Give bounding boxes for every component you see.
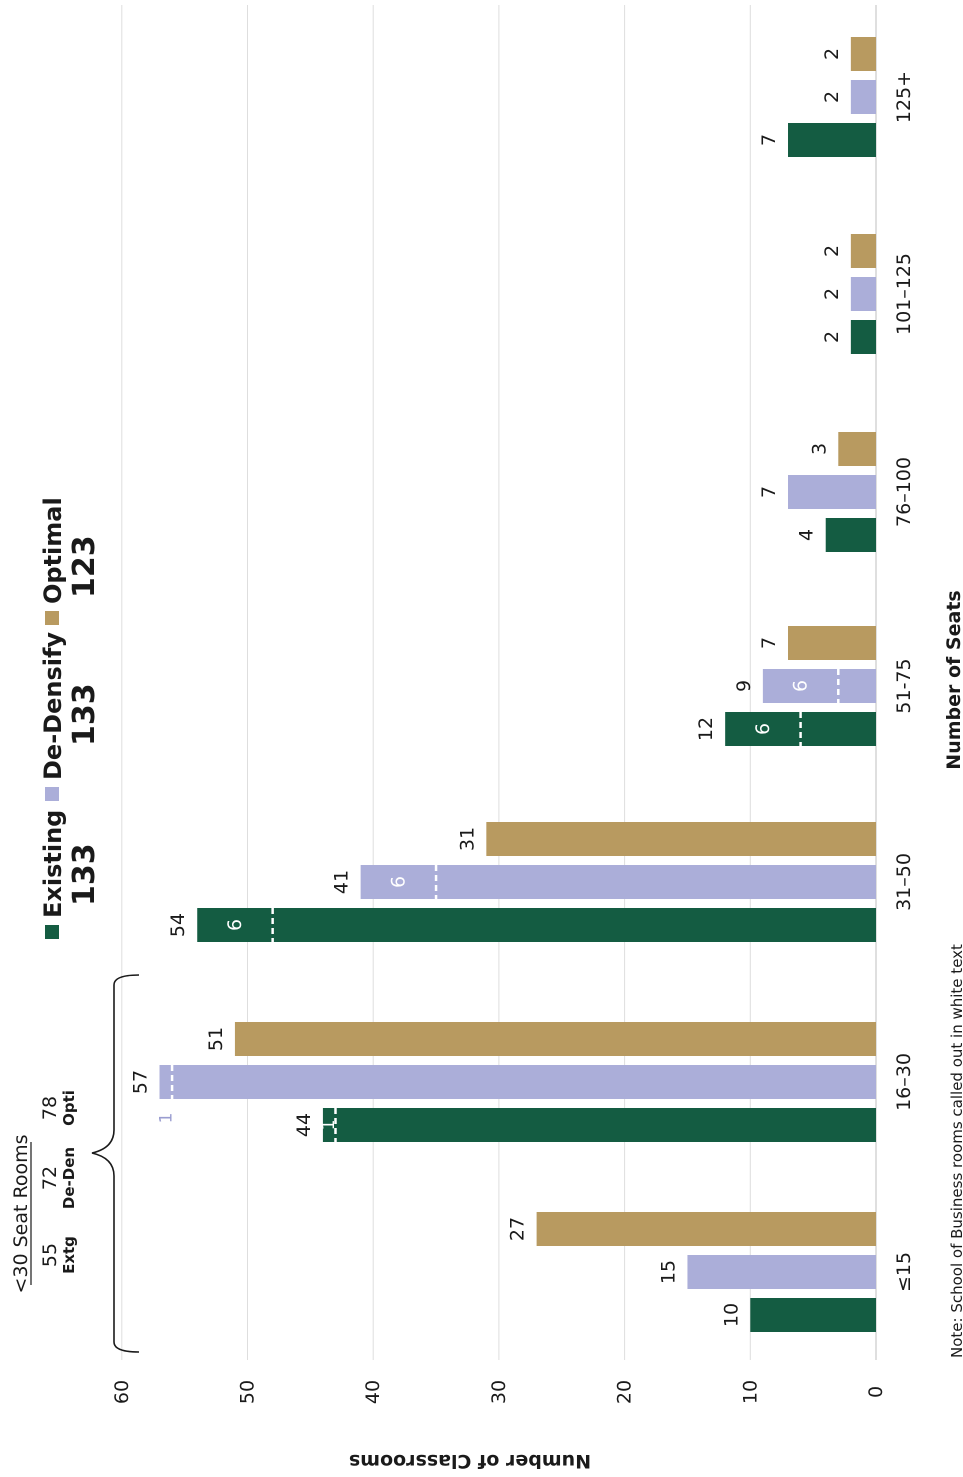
bar-dedensify: [687, 1255, 876, 1289]
note-text: Note: School of Business rooms called ou…: [948, 944, 963, 1358]
x-tick-label: ≤15: [893, 1252, 915, 1292]
bar-optimal: [850, 234, 876, 268]
legend-item-optimal: Optimal 123: [39, 497, 102, 625]
bar-optimal: [536, 1212, 876, 1246]
data-label: 27: [507, 1217, 529, 1241]
data-label: 12: [695, 717, 717, 741]
x-tick-label: 51-75: [893, 658, 915, 713]
legend-total-optimal: 123: [67, 535, 102, 598]
bracket-label-deden: De-Den: [60, 1147, 78, 1209]
x-tick-label: 76–100: [893, 457, 915, 527]
legend-item-existing: Existing 133: [39, 810, 102, 939]
data-label: 10: [720, 1303, 742, 1327]
data-label: 15: [657, 1260, 679, 1284]
bar-existing: [322, 1108, 876, 1142]
data-label: 9: [733, 680, 755, 692]
legend-label-dedensify: De-Densify: [39, 632, 67, 780]
business-label: 6: [752, 723, 774, 735]
y-tick-label: 60: [111, 1380, 133, 1404]
bar-optimal: [486, 822, 876, 856]
x-tick-label: 16–30: [893, 1053, 915, 1111]
business-label: 6: [387, 876, 409, 888]
data-label: 44: [293, 1113, 315, 1137]
legend-total-existing: 133: [67, 843, 102, 906]
legend-swatch-optimal: [45, 611, 59, 625]
y-tick-label: 50: [237, 1380, 259, 1404]
bar-dedensify: [850, 80, 876, 114]
business-label: 6: [224, 919, 246, 931]
data-label: 2: [821, 48, 843, 60]
bar-optimal: [850, 37, 876, 71]
data-label: 7: [758, 637, 780, 649]
bar-existing: [788, 123, 876, 157]
seat-bracket: <30 Seat Rooms 55 Extg 72 De-Den 78 Opti: [10, 974, 140, 1353]
data-label: 41: [331, 870, 353, 894]
y-tick-label: 0: [865, 1386, 887, 1398]
bracket-label-extg: Extg: [60, 1236, 78, 1274]
data-label: 7: [758, 486, 780, 498]
bar-dedensify: [850, 277, 876, 311]
y-axis-title: Number of Classrooms: [349, 1450, 591, 1472]
gridlines: [121, 5, 877, 1360]
business-label: 1: [157, 1113, 177, 1124]
bracket-path: [91, 974, 140, 1353]
data-label: 2: [821, 91, 843, 103]
legend-item-dedensify: De-Densify 133: [39, 632, 102, 801]
bracket-title: <30 Seat Rooms: [10, 1134, 32, 1293]
legend-label-existing: Existing: [39, 810, 67, 918]
data-label: 51: [205, 1027, 227, 1051]
data-label: 2: [821, 288, 843, 300]
bars: 1044541242715574197222751317322≤1516–303…: [130, 37, 915, 1332]
bar-optimal: [788, 626, 876, 660]
bar-dedensify: [788, 475, 876, 509]
x-tick-label: 125+: [893, 71, 915, 123]
x-axis-title: Number of Seats: [943, 590, 963, 769]
business-label: 6: [790, 680, 812, 692]
data-label: 31: [456, 827, 478, 851]
bracket-value-deden: 72: [39, 1166, 61, 1190]
bar-dedensify: [360, 865, 876, 899]
data-label: 54: [167, 913, 189, 937]
x-tick-label: 31–50: [893, 853, 915, 911]
legend-swatch-dedensify: [45, 787, 59, 801]
y-axis-ticks: 0 10 20 30 40 50 60: [111, 1380, 887, 1404]
bar-optimal: [234, 1022, 876, 1056]
y-tick-label: 30: [488, 1380, 510, 1404]
data-label: 4: [796, 529, 818, 541]
x-tick-label: 101–125: [893, 253, 915, 335]
y-tick-label: 10: [739, 1380, 761, 1404]
legend-label-optimal: Optimal: [39, 497, 67, 604]
data-label: 57: [130, 1070, 152, 1094]
bracket-value-opti: 78: [39, 1096, 61, 1120]
data-label: 2: [821, 331, 843, 343]
bar-existing: [750, 1298, 876, 1332]
bar-dedensify: [762, 669, 876, 703]
bracket-label-opti: Opti: [60, 1090, 78, 1126]
legend-swatch-existing: [45, 925, 59, 939]
bar-optimal: [838, 432, 876, 466]
y-tick-label: 40: [362, 1380, 384, 1404]
bar-dedensify: [159, 1065, 876, 1099]
y-tick-label: 20: [614, 1380, 636, 1404]
data-label: 2: [821, 245, 843, 257]
data-label: 3: [808, 443, 830, 455]
legend-total-dedensify: 133: [67, 683, 102, 746]
bar-existing: [850, 320, 876, 354]
legend: Existing 133 De-Densify 133 Optimal 123: [39, 497, 102, 939]
bar-existing: [825, 518, 876, 552]
data-label: 7: [758, 134, 780, 146]
business-label: 1: [319, 1120, 339, 1131]
bar-existing: [197, 908, 877, 942]
bracket-value-extg: 55: [39, 1243, 61, 1267]
